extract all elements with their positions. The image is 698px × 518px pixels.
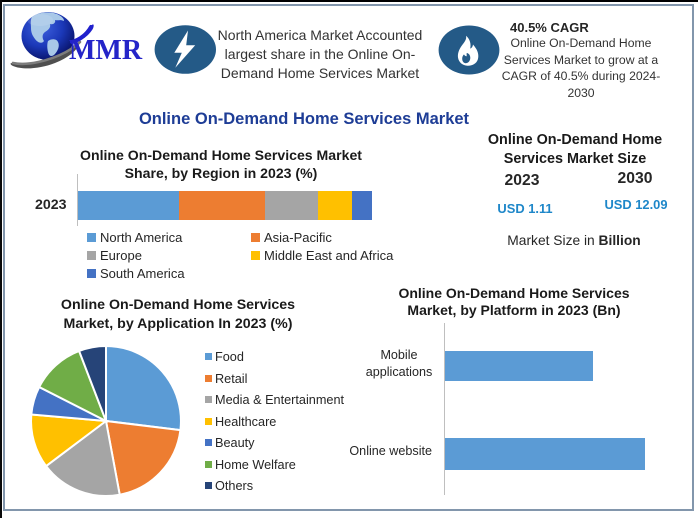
- svg-text:MMR: MMR: [69, 35, 143, 66]
